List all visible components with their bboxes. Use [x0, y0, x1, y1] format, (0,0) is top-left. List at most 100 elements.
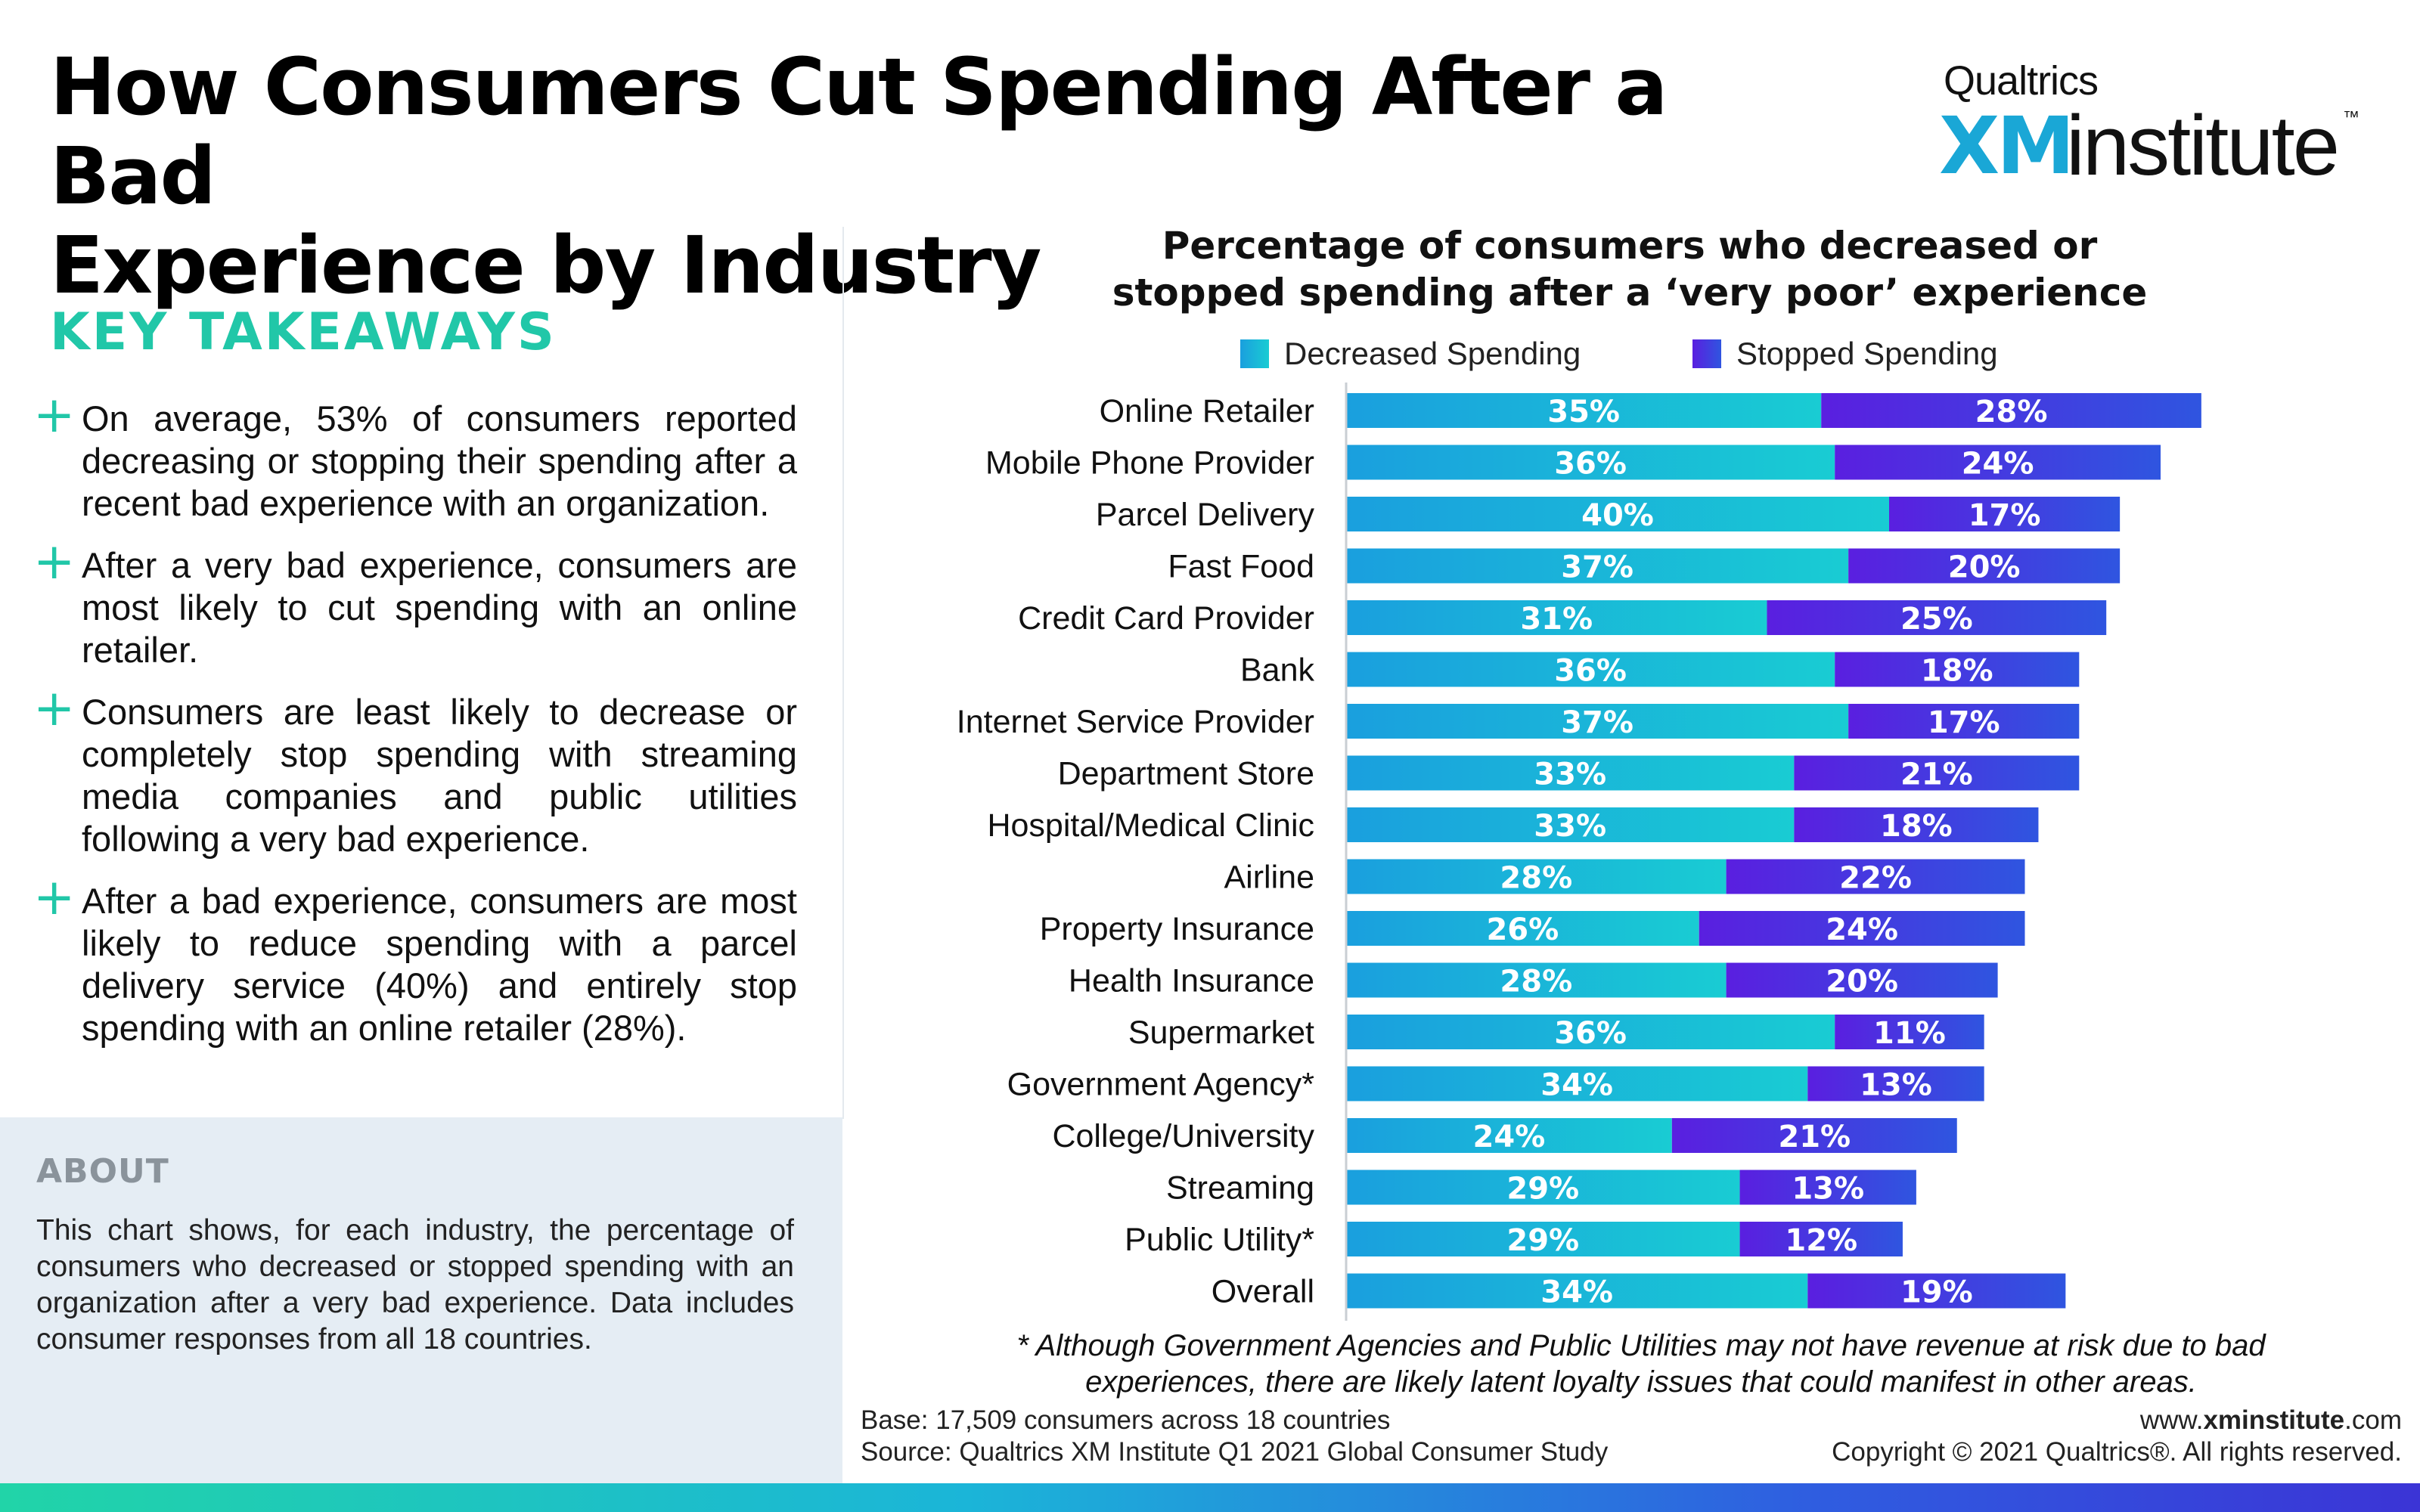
bar-decreased — [1346, 1066, 1808, 1101]
value-label-decreased: 37% — [1561, 550, 1634, 585]
site-name: xminstitute — [2203, 1405, 2345, 1435]
footnote-line-1: * Although Government Agencies and Publi… — [1016, 1329, 2266, 1362]
takeaway-item: + On average, 53% of consumers reported … — [33, 390, 797, 525]
takeaway-text: On average, 53% of consumers reported de… — [82, 398, 797, 523]
category-label: Public Utility* — [1125, 1222, 1314, 1258]
xm-institute-logo: Qualtrics XM institute ™ — [1936, 57, 2360, 193]
page-title-line-1: How Consumers Cut Spending After a Bad — [50, 41, 1668, 222]
bar-stopped — [1739, 1222, 1903, 1256]
takeaway-item: + After a bad experience, consumers are … — [33, 872, 797, 1049]
site-suffix: .com — [2344, 1405, 2402, 1435]
value-label-decreased: 33% — [1534, 809, 1606, 844]
bar-stopped — [1699, 911, 2025, 946]
page-title-line-2: Experience by Industry — [50, 219, 1041, 311]
footnote-line-2: experiences, there are likely latent loy… — [1085, 1365, 2197, 1399]
value-label-decreased: 29% — [1506, 1172, 1579, 1207]
value-label-stopped: 25% — [1900, 602, 1973, 637]
bar-decreased — [1346, 445, 1835, 480]
value-label-stopped: 13% — [1792, 1172, 1864, 1207]
category-label: Hospital/Medical Clinic — [987, 807, 1314, 844]
value-label-decreased: 34% — [1540, 1275, 1613, 1310]
chart-category-labels: Online Retailer Mobile Phone Provider Parc… — [957, 393, 1315, 1310]
chart-footnote: * Although Government Agencies and Publi… — [983, 1328, 2299, 1400]
copyright-text: Copyright © 2021 Qualtrics®. All rights … — [1832, 1437, 2402, 1467]
value-label-stopped: 24% — [1826, 912, 1898, 947]
takeaway-text: After a bad experience, consumers are mo… — [82, 881, 797, 1048]
category-label: Bank — [1240, 652, 1315, 689]
site-prefix: www. — [2139, 1405, 2204, 1435]
bar-decreased — [1346, 652, 1835, 687]
value-label-stopped: 22% — [1839, 861, 1912, 896]
value-label-stopped: 13% — [1860, 1068, 1932, 1103]
takeaway-item: + Consumers are least likely to decrease… — [33, 683, 797, 860]
takeaway-list: + On average, 53% of consumers reported … — [33, 390, 797, 1069]
logo-institute-text: institute — [2066, 98, 2340, 193]
takeaway-text: After a very bad experience, consumers a… — [82, 545, 797, 670]
value-label-stopped: 19% — [1900, 1275, 1973, 1310]
plus-icon: + — [33, 679, 76, 737]
value-label-decreased: 29% — [1506, 1223, 1579, 1258]
bar-decreased — [1346, 548, 1849, 584]
bar-stopped — [1848, 548, 2121, 584]
bar-decreased — [1346, 1118, 1672, 1153]
chart-value-labels: 35% 28% 36% 24% 40% 17% 37% 20% 31% 25% 36% 18% 37% 1… — [1473, 395, 2048, 1310]
bar-stopped — [1807, 1066, 1984, 1101]
value-label-decreased: 35% — [1547, 395, 1620, 429]
value-label-stopped: 17% — [1969, 498, 2041, 533]
legend-swatch-decreased — [1240, 339, 1269, 368]
chart-bars — [1345, 383, 2201, 1321]
bar-decreased — [1346, 807, 1795, 842]
bar-decreased — [1346, 1222, 1740, 1256]
value-label-decreased: 28% — [1500, 861, 1572, 896]
value-label-stopped: 28% — [1975, 395, 2048, 429]
logo-trademark: ™ — [2343, 107, 2360, 126]
bar-decreased — [1346, 1015, 1835, 1049]
bar-decreased — [1346, 704, 1849, 739]
page-title: How Consumers Cut Spending After a Bad E… — [50, 42, 1789, 310]
value-label-decreased: 31% — [1520, 602, 1593, 637]
legend-item-stopped: Stopped Spending — [1692, 336, 1998, 372]
value-label-decreased: 28% — [1500, 965, 1572, 999]
bar-stopped — [1848, 704, 2080, 739]
value-label-stopped: 24% — [1962, 447, 2034, 482]
source-block: Base: 17,509 consumers across 18 countri… — [861, 1405, 1608, 1468]
category-label: Internet Service Provider — [957, 704, 1314, 740]
category-label: Health Insurance — [1069, 963, 1314, 999]
plus-icon: + — [33, 868, 76, 926]
category-label: College/University — [1052, 1118, 1314, 1154]
bar-decreased — [1346, 1170, 1740, 1205]
bar-stopped — [1807, 1273, 2066, 1309]
chart-title-line-2: stopped spending after a ‘very poor’ exp… — [1112, 271, 2148, 314]
bar-stopped — [1889, 497, 2121, 531]
value-label-decreased: 24% — [1473, 1120, 1546, 1154]
bar-decreased — [1346, 497, 1889, 531]
logo-qualtrics-text: Qualtrics — [1944, 58, 2099, 104]
value-label-decreased: 40% — [1581, 498, 1654, 533]
bar-stopped — [1726, 859, 2025, 894]
value-label-decreased: 34% — [1540, 1068, 1613, 1103]
bar-decreased — [1346, 393, 1822, 428]
bar-decreased — [1346, 859, 1727, 894]
category-label: Government Agency* — [1007, 1067, 1315, 1103]
chart-title-line-1: Percentage of consumers who decreased or — [1162, 224, 2098, 268]
value-label-decreased: 36% — [1554, 447, 1627, 482]
category-label: Mobile Phone Provider — [985, 445, 1314, 482]
value-label-stopped: 17% — [1928, 705, 2000, 740]
category-label: Department Store — [1058, 756, 1314, 792]
value-label-decreased: 37% — [1561, 705, 1634, 740]
value-label-stopped: 21% — [1778, 1120, 1851, 1154]
value-label-stopped: 11% — [1873, 1016, 1946, 1051]
bar-stopped — [1794, 807, 2039, 842]
bar-decreased — [1346, 755, 1795, 791]
site-block: www.xminstitute.com Copyright © 2021 Qua… — [1832, 1405, 2402, 1468]
site-link[interactable]: www.xminstitute.com — [1832, 1405, 2402, 1436]
bar-decreased — [1346, 962, 1727, 998]
source-text: Source: Qualtrics XM Institute Q1 2021 G… — [861, 1437, 1609, 1467]
bar-stopped — [1739, 1170, 1916, 1205]
value-label-stopped: 12% — [1785, 1223, 1857, 1258]
bar-stopped — [1767, 600, 2107, 635]
legend-swatch-stopped — [1692, 339, 1721, 368]
category-label: Overall — [1212, 1274, 1314, 1310]
chart-title: Percentage of consumers who decreased or… — [1074, 222, 2186, 316]
